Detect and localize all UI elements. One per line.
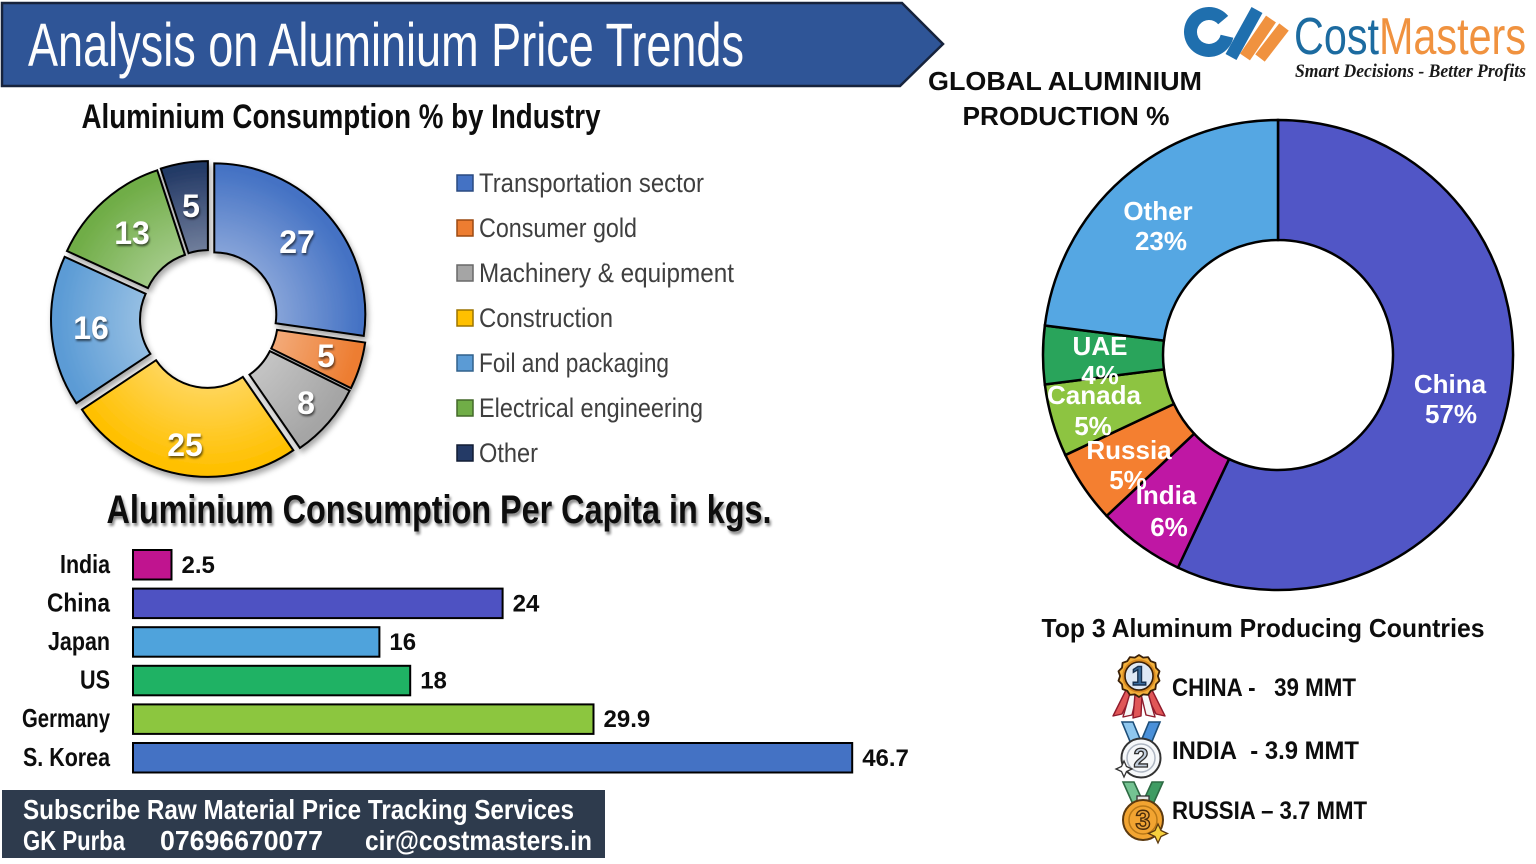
svg-text:5%: 5% xyxy=(1074,411,1112,441)
svg-text:Consumer gold: Consumer gold xyxy=(479,213,637,243)
svg-text:5%: 5% xyxy=(1109,465,1147,495)
svg-text:3: 3 xyxy=(1135,805,1150,835)
svg-text:China: China xyxy=(47,587,110,617)
svg-text:29.9: 29.9 xyxy=(604,706,651,733)
svg-text:Foil and packaging: Foil and packaging xyxy=(479,348,669,378)
svg-text:India: India xyxy=(60,549,110,579)
svg-text:cir@costmasters.in: cir@costmasters.in xyxy=(365,825,592,856)
svg-text:24: 24 xyxy=(513,590,540,617)
svg-text:5: 5 xyxy=(317,338,335,374)
svg-text:57%: 57% xyxy=(1425,399,1477,429)
svg-text:Smart Decisions - Better Profi: Smart Decisions - Better Profits xyxy=(1295,61,1526,82)
svg-text:25: 25 xyxy=(167,427,203,463)
svg-text:UAE: UAE xyxy=(1073,331,1128,361)
svg-text:US: US xyxy=(80,665,110,695)
svg-text:INDIA - 3.9 MMT: INDIA - 3.9 MMT xyxy=(1172,737,1359,765)
svg-text:Electrical engineering: Electrical engineering xyxy=(479,393,703,423)
svg-text:Aluminium Consumption Per Capi: Aluminium Consumption Per Capita in kgs. xyxy=(107,488,772,532)
svg-text:PRODUCTION %: PRODUCTION % xyxy=(963,101,1170,131)
svg-text:Japan: Japan xyxy=(48,626,110,656)
svg-text:2: 2 xyxy=(1133,743,1148,773)
svg-text:Construction: Construction xyxy=(479,303,613,333)
svg-text:4%: 4% xyxy=(1081,360,1119,390)
svg-text:27: 27 xyxy=(279,224,315,260)
svg-text:RUSSIA – 3.7 MMT: RUSSIA – 3.7 MMT xyxy=(1172,797,1367,825)
svg-text:16: 16 xyxy=(389,629,416,656)
svg-text:8: 8 xyxy=(297,385,315,421)
svg-text:CHINA - 39 MMT: CHINA - 39 MMT xyxy=(1172,674,1356,702)
svg-text:Subscribe Raw Material Price T: Subscribe Raw Material Price Tracking Se… xyxy=(23,794,574,825)
svg-text:GLOBAL ALUMINIUM: GLOBAL ALUMINIUM xyxy=(928,66,1202,96)
svg-text:07696670077: 07696670077 xyxy=(160,825,323,856)
svg-text:Transportation sector: Transportation sector xyxy=(479,168,704,198)
svg-text:Russia: Russia xyxy=(1086,435,1172,465)
svg-text:Top 3 Aluminum Producing Count: Top 3 Aluminum Producing Countries xyxy=(1042,613,1485,643)
svg-text:Other: Other xyxy=(479,438,538,468)
svg-text:6%: 6% xyxy=(1150,512,1188,542)
svg-text:India: India xyxy=(1136,480,1197,510)
svg-text:1: 1 xyxy=(1131,661,1146,691)
svg-text:Germany: Germany xyxy=(22,703,110,733)
svg-text:5: 5 xyxy=(182,188,200,224)
svg-text:Analysis on Aluminium Price Tr: Analysis on Aluminium Price Trends xyxy=(28,11,744,79)
svg-text:CostMasters: CostMasters xyxy=(1294,8,1526,66)
svg-text:23%: 23% xyxy=(1135,226,1187,256)
svg-text:GK Purba: GK Purba xyxy=(23,825,125,856)
svg-text:Aluminium Consumption % by Ind: Aluminium Consumption % by Industry xyxy=(82,98,601,136)
svg-text:Other: Other xyxy=(1123,196,1192,226)
svg-text:Machinery & equipment: Machinery & equipment xyxy=(479,258,734,288)
svg-text:46.7: 46.7 xyxy=(862,745,909,772)
svg-text:China: China xyxy=(1414,369,1487,399)
svg-text:16: 16 xyxy=(73,310,109,346)
svg-text:13: 13 xyxy=(114,215,150,251)
svg-text:2.5: 2.5 xyxy=(182,552,215,579)
svg-text:S. Korea: S. Korea xyxy=(23,742,110,772)
svg-text:Canada: Canada xyxy=(1047,380,1141,410)
svg-text:18: 18 xyxy=(420,668,447,695)
